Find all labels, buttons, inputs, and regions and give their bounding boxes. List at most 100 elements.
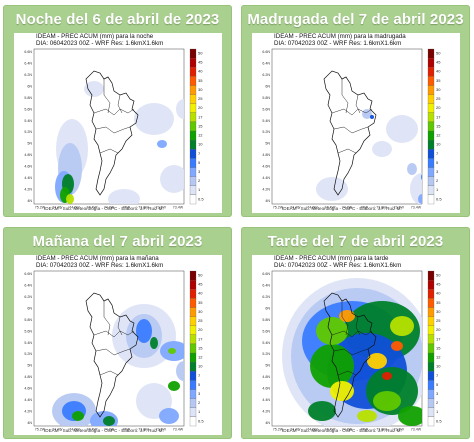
latitude-label: 4.4N — [24, 398, 32, 402]
latitude-label: 4.2N — [262, 410, 270, 414]
colorbar-label: 40 — [436, 291, 441, 296]
precipitation-map: IDEAM - PREC ACUM (mm) para la noche DIA… — [14, 33, 222, 213]
colorbar-segment — [427, 352, 435, 363]
colorbar-segment — [427, 325, 435, 335]
longitude-label: 73.8W — [376, 428, 387, 432]
colorbar-label: 50 — [198, 272, 203, 277]
rain-cell — [418, 194, 422, 204]
colorbar-label: 5 — [198, 160, 201, 165]
rain-cell — [357, 410, 377, 422]
colorbar-segment — [189, 112, 197, 123]
map-header-line2: DIA: 07042023 00Z - WRF Res: 1.6kmX1.6km — [36, 261, 164, 269]
department-border — [333, 126, 369, 134]
latitude-label: 6N — [265, 84, 270, 88]
latitude-label: 6N — [265, 306, 270, 310]
colorbar-label: 30 — [436, 87, 441, 92]
precipitation-map: IDEAM - PREC ACUM (mm) para la madrugada… — [252, 33, 460, 213]
colorbar-label: 5 — [198, 382, 201, 387]
rain-cell — [66, 194, 74, 204]
longitude-label: 73.8W — [138, 428, 149, 432]
colorbar-label: 1 — [198, 187, 201, 192]
colorbar-label: 1 — [198, 409, 201, 414]
colorbar-segment — [189, 334, 197, 345]
colorbar-segment — [189, 158, 197, 168]
colorbar — [427, 270, 435, 427]
region-outline — [323, 70, 377, 196]
colorbar-label: 25 — [436, 318, 441, 323]
longitude-label: 74.6W — [307, 206, 318, 210]
latitude-label: 5.6N — [24, 107, 32, 111]
latitude-label: 5.2N — [262, 352, 270, 356]
colorbar-segment — [189, 362, 197, 372]
rain-cell — [316, 317, 348, 345]
rain-cell — [103, 416, 115, 426]
region-outline — [85, 70, 139, 196]
latitude-label: 6.4N — [262, 283, 270, 287]
map-footer: IDEAM - Sub. Meteorología - OSPC - Elabo… — [44, 428, 164, 433]
longitude-label: 73.4W — [173, 428, 184, 432]
colorbar-segment — [427, 76, 435, 86]
rain-cell — [373, 391, 401, 411]
rain-cell — [310, 344, 354, 388]
colorbar-label: 2 — [198, 400, 201, 405]
colorbar-segment — [427, 167, 435, 177]
rain-field — [282, 278, 422, 426]
colorbar — [189, 48, 197, 205]
latitude-label: 5N — [27, 142, 32, 146]
colorbar-label: 12 — [198, 133, 203, 138]
rain-cell — [176, 99, 184, 119]
latitude-labels: 6.6N 6.4N 6.2N 6N 5.8N 5.6N 5.4N 5.2N 5N 4.8N 4.6N… — [24, 272, 183, 432]
colorbar-segment — [427, 176, 435, 186]
rain-cell — [134, 103, 174, 135]
longitude-label: 74.4W — [52, 206, 63, 210]
rain-field — [316, 109, 422, 204]
colorbar-segment — [427, 371, 435, 381]
latitude-label: 4.4N — [262, 398, 270, 402]
forecast-panel-early-morning-apr7: Madrugada del 7 de abril 2023 IDEAM - PR… — [241, 5, 470, 217]
colorbar-labels: 50 45 40 35 30 25 20 17 15 12 10 7 5 3 2 1 0.5 — [198, 50, 204, 201]
colorbar-label: 15 — [436, 345, 441, 350]
colorbar-segment — [427, 121, 435, 132]
longitude-label: 75.2W — [35, 206, 46, 210]
colorbar-label: 7 — [198, 151, 201, 156]
colorbar-label: 40 — [198, 69, 203, 74]
colorbar-label: 12 — [198, 355, 203, 360]
rain-cell — [370, 115, 374, 119]
colorbar-label: 17 — [436, 336, 441, 341]
colorbar-label: 7 — [436, 151, 439, 156]
map-header-line1: IDEAM - PREC ACUM (mm) para la noche — [36, 33, 154, 40]
colorbar-label: 5 — [436, 382, 439, 387]
precipitation-plot: 6.6N 6.4N 6.2N 6N 5.8N 5.6N 5.4N 5.2N 5N 4.8N 4.6N… — [24, 48, 204, 210]
longitude-label: 74.4W — [325, 206, 336, 210]
department-border — [103, 79, 111, 114]
colorbar-label: 12 — [436, 355, 441, 360]
department-border — [337, 370, 361, 376]
colorbar-segment — [427, 67, 435, 77]
rain-cell — [421, 174, 422, 180]
colorbar-segment — [189, 416, 197, 427]
colorbar-segment — [189, 307, 197, 317]
longitude-label: 75.2W — [273, 428, 284, 432]
colorbar-label: 45 — [436, 282, 441, 287]
latitude-label: 5.4N — [24, 119, 32, 123]
colorbar-segment — [427, 407, 435, 418]
colorbar-label: 40 — [436, 69, 441, 74]
latitude-label: 6.6N — [262, 50, 270, 54]
department-border — [337, 148, 361, 154]
colorbar-segment — [427, 103, 435, 113]
forecast-panel-night-apr6: Noche del 6 de abril de 2023 IDEAM - PRE… — [3, 5, 232, 217]
department-border — [341, 301, 349, 336]
latitude-label: 5.2N — [24, 130, 32, 134]
latitude-label: 5.6N — [24, 329, 32, 333]
region-outline — [85, 292, 139, 418]
latitude-label: 5.8N — [262, 318, 270, 322]
map-footer: IDEAM - Sub. Meteorología - OSPC - Elabo… — [282, 428, 402, 433]
colorbar-label: 25 — [436, 96, 441, 101]
department-border — [355, 94, 361, 114]
colorbar-segment — [427, 362, 435, 372]
map-header: IDEAM - PREC ACUM (mm) para la mañana DI… — [36, 255, 164, 269]
map-footer: IDEAM - Sub. Meteorología - OSPC - Elabo… — [44, 206, 164, 211]
colorbar-label: 3 — [436, 169, 439, 174]
colorbar-segment — [189, 140, 197, 150]
colorbar-segment — [189, 130, 197, 141]
